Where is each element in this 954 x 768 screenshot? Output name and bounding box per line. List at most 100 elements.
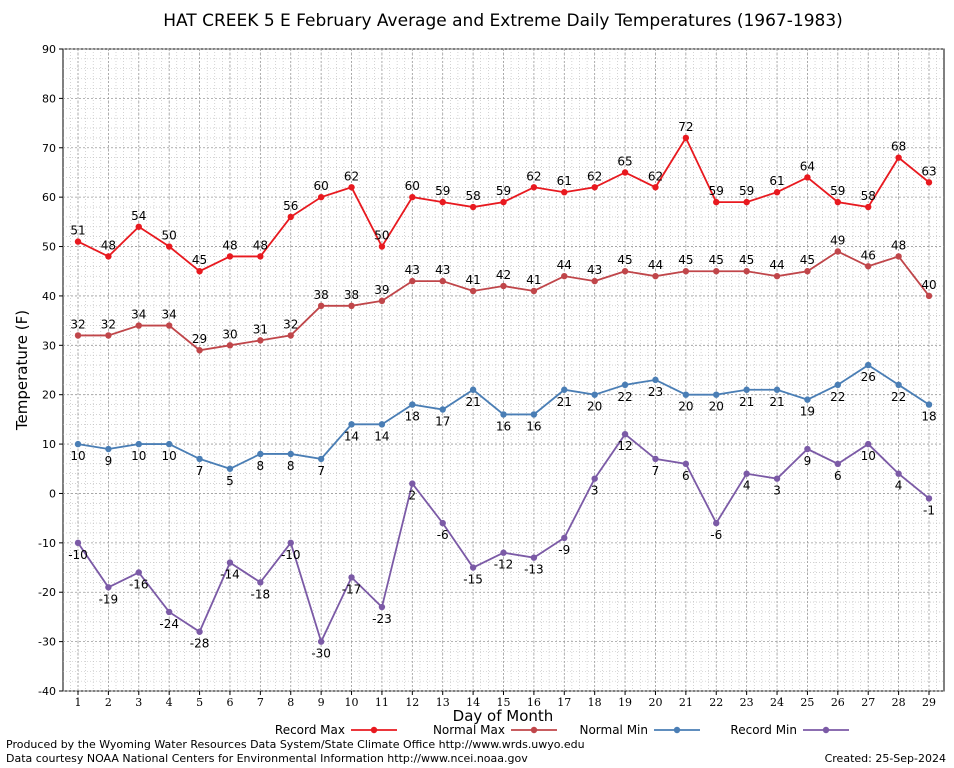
data-point: [317, 455, 325, 463]
data-point: [530, 411, 538, 418]
data-point: [530, 287, 538, 295]
data-label: 62: [344, 169, 359, 183]
y-axis-ticks: -40 -30 -20 -10 0 10 20 30 40 50 60 70 80 90: [38, 43, 63, 698]
data-label: -15: [463, 573, 483, 587]
data-point: [378, 421, 386, 428]
data-label: 12: [617, 439, 632, 453]
data-label: 60: [405, 179, 420, 193]
x-tick-label: 17: [557, 696, 571, 709]
data-label: -23: [372, 612, 392, 626]
data-label: 14: [344, 429, 359, 443]
data-label: 21: [739, 395, 754, 409]
data-label: 44: [769, 258, 784, 272]
series-normal-max: 32 32 34 34 29 30 31 32 38 38 39 43 43 41 42 41 44 43 45 44…: [70, 233, 937, 354]
data-label: -16: [129, 577, 149, 591]
data-point: [439, 406, 446, 413]
x-tick-label: 3: [135, 696, 142, 709]
data-point: [409, 401, 416, 408]
data-label: 50: [374, 229, 389, 243]
data-label: 50: [162, 229, 177, 243]
data-point: [804, 396, 811, 403]
data-point: [591, 391, 598, 398]
data-label: 38: [314, 288, 329, 302]
data-point: [378, 603, 386, 611]
x-tick-label: 22: [709, 696, 723, 709]
x-tick-label: 4: [166, 696, 173, 709]
legend-label: Normal Max: [433, 723, 505, 737]
data-label: 22: [830, 390, 845, 404]
data-point: [469, 564, 477, 571]
data-point: [500, 411, 507, 418]
data-point: [257, 450, 264, 458]
data-label: 5: [226, 474, 234, 488]
chart-title: HAT CREEK 5 E February Average and Extre…: [163, 11, 843, 31]
y-tick-label: -10: [38, 537, 56, 550]
data-point: [773, 272, 781, 280]
x-tick-label: 25: [800, 696, 814, 709]
legend-label: Record Min: [730, 723, 797, 737]
y-tick-label: 40: [42, 290, 56, 303]
data-label: 6: [834, 469, 842, 483]
data-point: [257, 579, 264, 586]
x-tick-label: 6: [226, 696, 233, 709]
data-point: [743, 386, 750, 393]
data-label: 17: [435, 415, 450, 429]
data-label: 32: [283, 317, 298, 331]
data-label: 8: [287, 459, 295, 473]
data-label: 51: [70, 224, 85, 238]
data-point: [621, 169, 629, 176]
data-label: 59: [709, 184, 724, 198]
data-label: -24: [159, 617, 179, 631]
data-point: [682, 391, 690, 398]
x-tick-label: 23: [740, 696, 754, 709]
data-label: 2: [409, 489, 417, 503]
data-label: 3: [773, 484, 781, 498]
data-point: [409, 193, 416, 201]
data-point: [713, 391, 720, 398]
data-point: [439, 519, 446, 527]
data-label: 21: [769, 395, 784, 409]
data-point: [530, 554, 538, 561]
data-label: 20: [587, 400, 602, 414]
legend-marker: [370, 726, 378, 734]
data-label: 18: [405, 410, 420, 424]
data-label: 61: [769, 174, 784, 188]
data-label: 62: [526, 169, 541, 183]
data-label: 22: [617, 390, 632, 404]
data-label: 20: [678, 400, 693, 414]
data-point: [865, 203, 872, 211]
data-label: -6: [437, 528, 449, 542]
data-point: [469, 287, 477, 295]
data-point: [834, 248, 842, 255]
x-tick-label: 24: [770, 696, 784, 709]
x-tick-label: 9: [318, 696, 325, 709]
y-tick-label: 30: [42, 339, 56, 352]
data-point: [561, 386, 568, 393]
data-label: 41: [526, 273, 541, 287]
data-label: 32: [101, 317, 116, 331]
x-tick-label: 5: [196, 696, 203, 709]
data-point: [925, 292, 933, 300]
data-label: 59: [496, 184, 511, 198]
data-label: -6: [710, 528, 722, 542]
y-tick-label: 70: [42, 142, 56, 155]
data-label: 43: [405, 263, 420, 277]
x-tick-label: 28: [892, 696, 906, 709]
y-tick-label: 0: [49, 487, 56, 500]
data-label: 10: [131, 449, 146, 463]
y-tick-label: 50: [42, 241, 56, 254]
data-label: 4: [895, 479, 903, 493]
data-point: [925, 401, 933, 408]
data-point: [652, 455, 659, 463]
data-label: 34: [162, 308, 177, 322]
data-point: [165, 440, 173, 448]
x-tick-label: 1: [75, 696, 82, 709]
legend-marker: [822, 726, 830, 734]
data-point: [652, 376, 659, 384]
data-point: [105, 332, 112, 339]
data-point: [895, 381, 902, 389]
data-point: [378, 297, 386, 305]
data-point: [773, 189, 781, 196]
data-point: [135, 223, 142, 230]
data-label: 64: [800, 159, 815, 173]
